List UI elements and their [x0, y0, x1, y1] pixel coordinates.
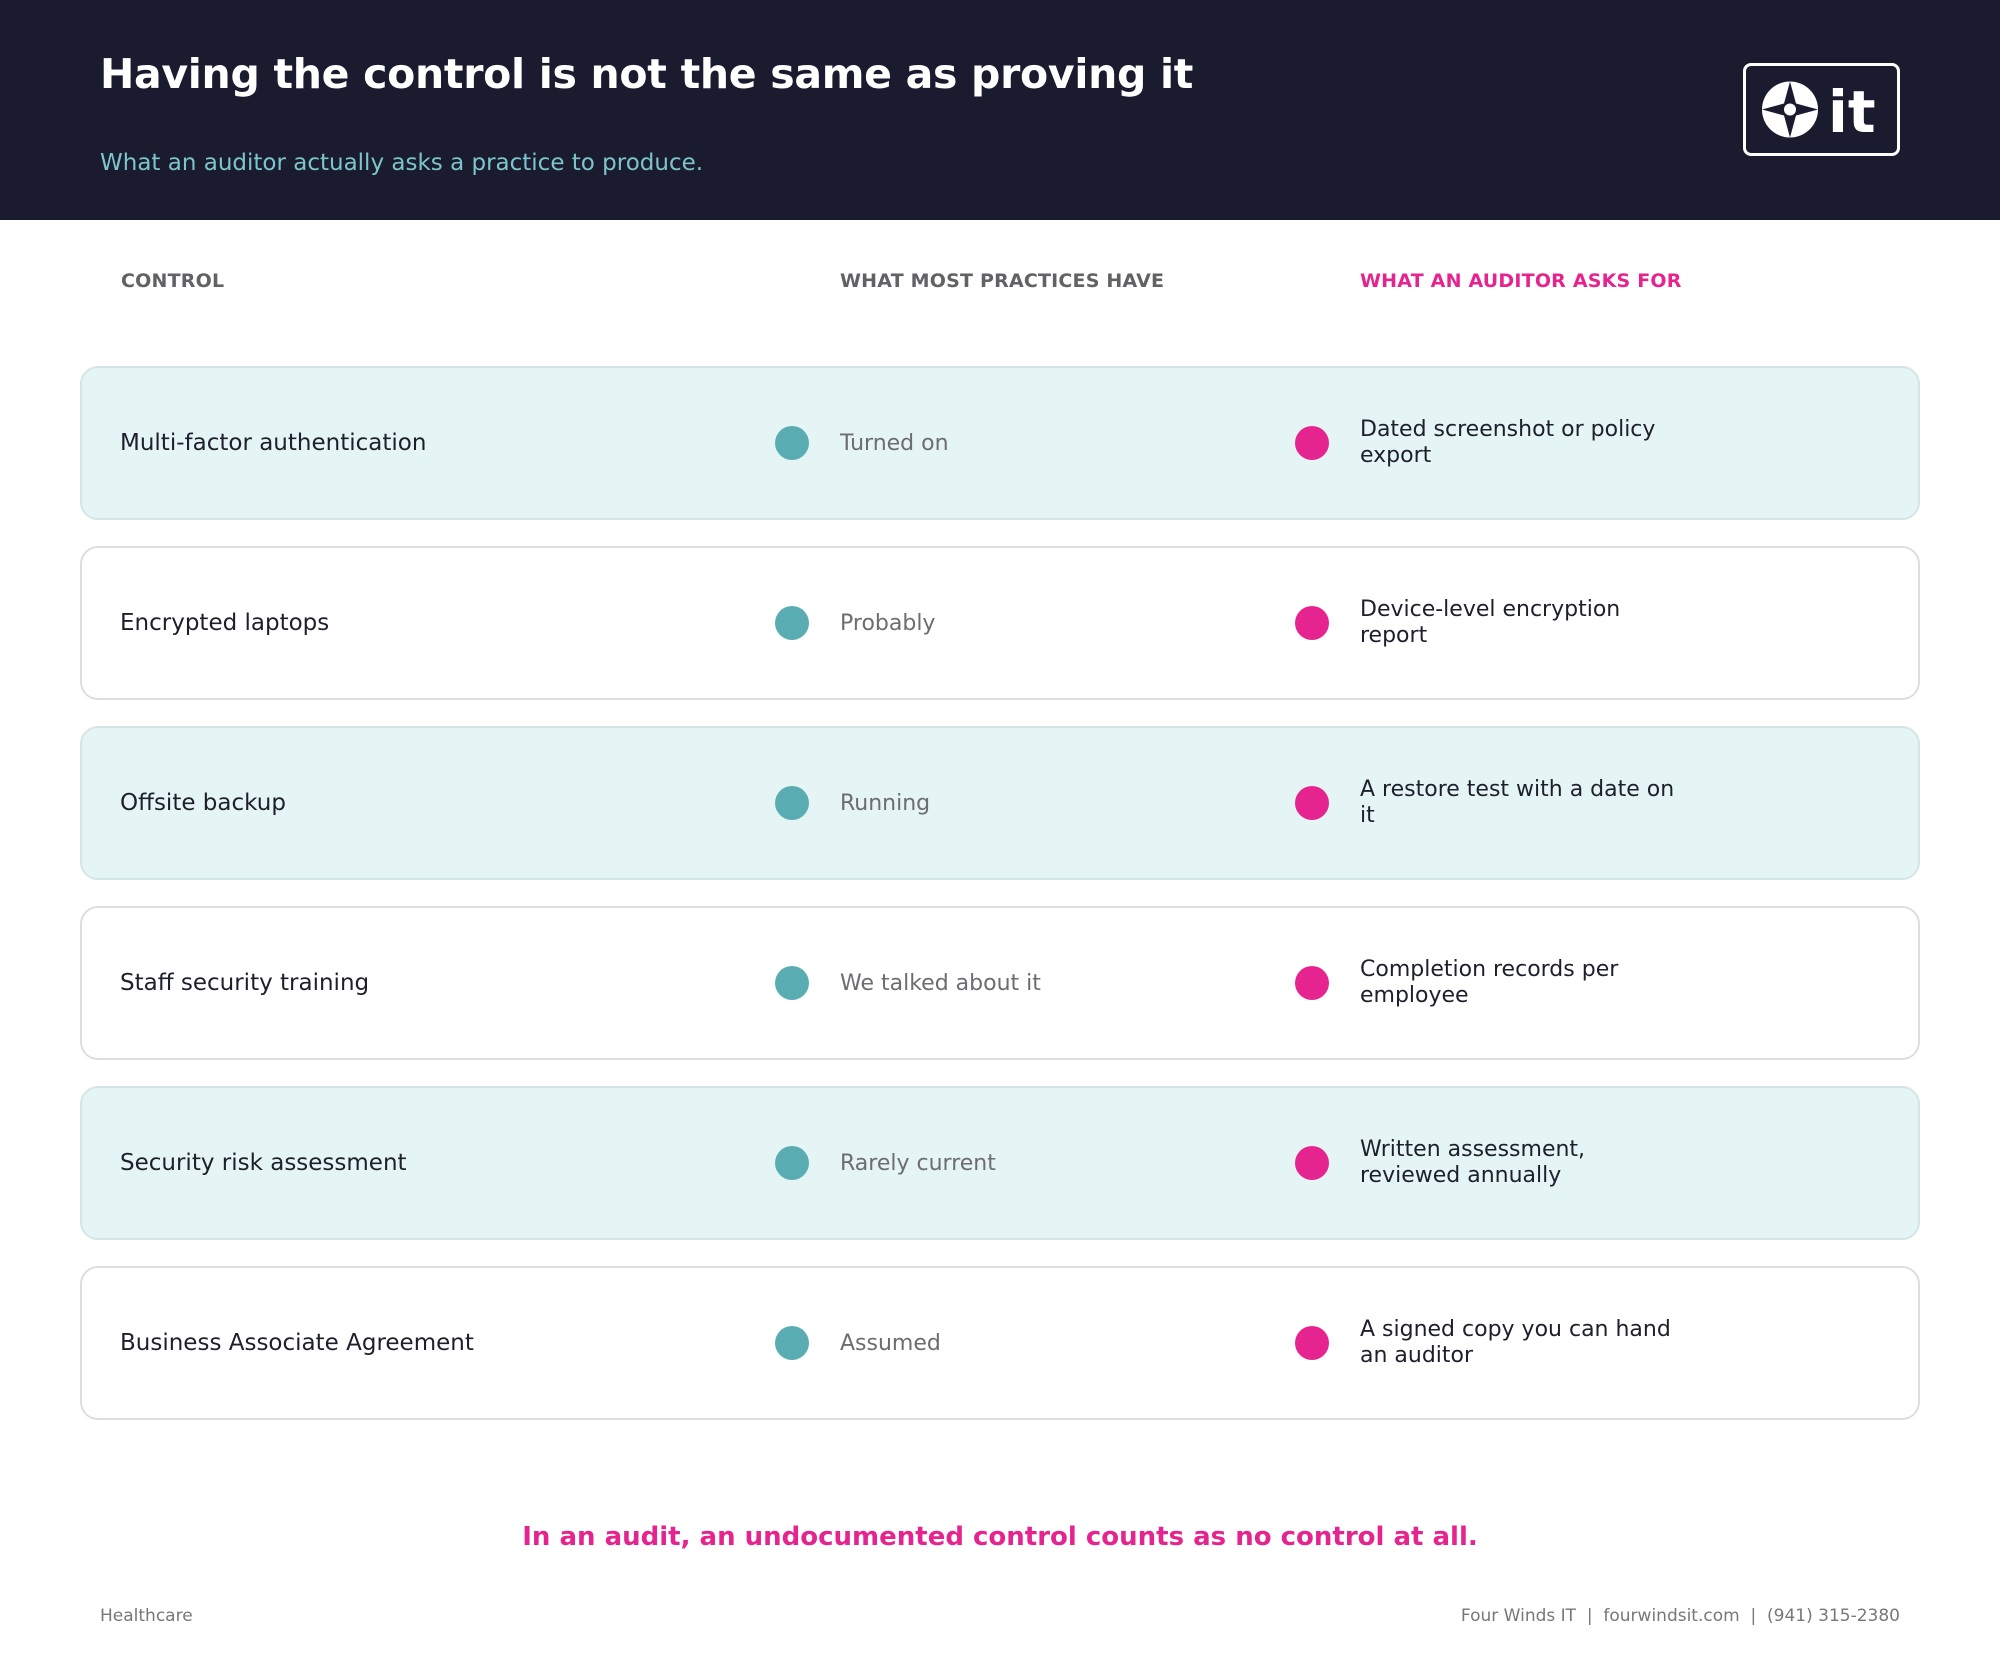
table-row: Offsite backup Running A restore test wi…: [80, 726, 1920, 880]
auditor-request: A restore test with a date on it: [1360, 777, 1675, 828]
teal-dot-icon: [775, 606, 809, 640]
practice-status: Probably: [840, 610, 936, 636]
key-takeaway: In an audit, an undocumented control cou…: [522, 1522, 1478, 1552]
pink-dot-icon: [1295, 1326, 1329, 1360]
table-row: Security risk assessment Rarely current …: [80, 1086, 1920, 1240]
column-header-auditor-asks: WHAT AN AUDITOR ASKS FOR: [1360, 270, 1682, 292]
header-band: Having the control is not the same as pr…: [0, 0, 2000, 220]
practice-status: Running: [840, 790, 931, 816]
column-header-control: CONTROL: [121, 270, 225, 292]
table-row: Business Associate Agreement Assumed A s…: [80, 1266, 1920, 1420]
footer-contact: Four Winds IT | fourwindsit.com | (941) …: [1460, 1606, 1900, 1626]
pink-dot-icon: [1295, 786, 1329, 820]
teal-dot-icon: [775, 426, 809, 460]
control-name: Staff security training: [120, 970, 370, 996]
controls-table: Multi-factor authentication Turned on Da…: [80, 366, 1920, 1446]
control-name: Business Associate Agreement: [120, 1330, 474, 1356]
auditor-request: A signed copy you can hand an auditor: [1360, 1317, 1671, 1368]
auditor-request: Device-level encryption report: [1360, 597, 1621, 648]
auditor-request: Dated screenshot or policy export: [1360, 417, 1656, 468]
auditor-request: Completion records per employee: [1360, 957, 1619, 1008]
four-winds-compass-icon: [1762, 81, 1818, 138]
teal-dot-icon: [775, 966, 809, 1000]
teal-dot-icon: [775, 1326, 809, 1360]
page-subtitle: What an auditor actually asks a practice…: [100, 150, 704, 176]
practice-status: Rarely current: [840, 1150, 996, 1176]
company-logo: it: [1743, 63, 1900, 156]
practice-status: Turned on: [840, 430, 949, 456]
table-row: Multi-factor authentication Turned on Da…: [80, 366, 1920, 520]
control-name: Encrypted laptops: [120, 610, 330, 636]
practice-status: Assumed: [840, 1330, 941, 1356]
teal-dot-icon: [775, 1146, 809, 1180]
logo-graphic: it: [1762, 78, 1876, 146]
pink-dot-icon: [1295, 966, 1329, 1000]
control-name: Offsite backup: [120, 790, 286, 816]
auditor-request: Written assessment, reviewed annually: [1360, 1137, 1586, 1188]
table-row: Staff security training We talked about …: [80, 906, 1920, 1060]
practice-status: We talked about it: [840, 970, 1041, 996]
control-name: Security risk assessment: [120, 1150, 407, 1176]
footer-category: Healthcare: [100, 1606, 193, 1626]
pink-dot-icon: [1295, 606, 1329, 640]
logo-text: it: [1828, 78, 1876, 146]
control-name: Multi-factor authentication: [120, 430, 427, 456]
column-header-practices-have: WHAT MOST PRACTICES HAVE: [840, 270, 1165, 292]
pink-dot-icon: [1295, 1146, 1329, 1180]
table-row: Encrypted laptops Probably Device-level …: [80, 546, 1920, 700]
page-title: Having the control is not the same as pr…: [100, 50, 1194, 98]
teal-dot-icon: [775, 786, 809, 820]
pink-dot-icon: [1295, 426, 1329, 460]
